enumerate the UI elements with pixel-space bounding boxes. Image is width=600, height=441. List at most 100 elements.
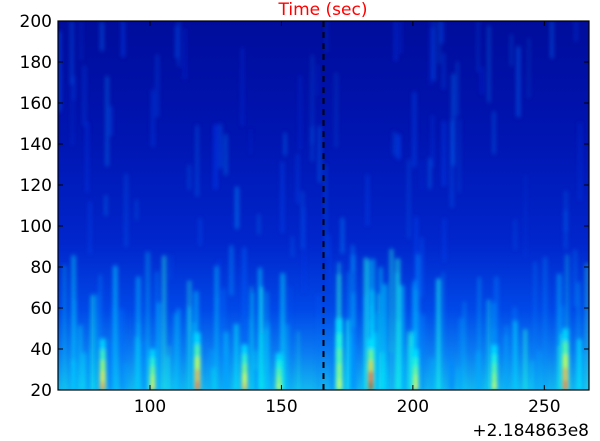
heatmap-hotspot <box>100 371 105 390</box>
heatmap-streak <box>328 234 331 290</box>
heatmap-streak <box>550 21 554 59</box>
heatmap-hotspot <box>563 380 567 390</box>
heatmap-streak <box>105 76 109 167</box>
heatmap-streak <box>400 285 405 390</box>
x-tick-label: 100 <box>134 397 166 417</box>
heatmap-streak <box>430 357 433 390</box>
heatmap-hotspot <box>369 382 373 390</box>
heatmap-streak <box>399 21 402 55</box>
heatmap-streak <box>86 122 89 193</box>
heatmap-streak <box>242 247 246 390</box>
heatmap-hotspot <box>277 384 281 390</box>
heatmap-streak <box>407 159 410 239</box>
heatmap-streak <box>291 236 294 257</box>
heatmap-streak <box>265 322 270 390</box>
heatmap-streak <box>83 65 86 127</box>
heatmap-streak <box>146 356 149 390</box>
heatmap-streak <box>366 174 369 226</box>
heatmap-streak <box>448 349 452 390</box>
heatmap-streak <box>174 313 177 390</box>
heatmap-streak <box>58 31 61 110</box>
heatmap-streak <box>192 322 197 390</box>
heatmap-streak <box>196 125 199 197</box>
heatmap-streak <box>78 325 83 390</box>
heatmap-streak <box>281 161 284 234</box>
heatmap-hotspot <box>150 375 155 390</box>
heatmap-streak <box>412 91 416 168</box>
heatmap-streak <box>574 21 578 42</box>
heatmap-streak <box>176 308 181 390</box>
heatmap-streak <box>415 216 418 290</box>
heatmap-streak <box>317 294 320 390</box>
heatmap-streak <box>576 339 582 390</box>
heatmap-streak <box>157 302 161 390</box>
y-tick-label: 140 <box>20 135 52 155</box>
heatmap-streak <box>381 352 384 390</box>
heatmap-streak <box>524 174 526 258</box>
heatmap-streak <box>504 325 509 390</box>
heatmap-streak <box>458 118 461 193</box>
x-offset-label: +2.184863e8 <box>472 421 589 441</box>
heatmap-streak <box>250 291 254 390</box>
y-tick-label: 20 <box>30 381 52 401</box>
heatmap-streak <box>528 37 530 98</box>
y-tick-label: 120 <box>20 176 52 196</box>
y-tick-label: 80 <box>30 258 52 278</box>
heatmap-hotspot <box>195 381 199 390</box>
heatmap-streak <box>397 134 400 160</box>
heatmap-streak <box>478 277 481 390</box>
heatmap-streak <box>330 339 335 390</box>
heatmap-streak <box>407 331 412 390</box>
x-axis-ticks: 100 150 200 250 <box>134 21 561 417</box>
heatmap-streak <box>565 254 569 390</box>
heatmap-streak <box>513 321 518 390</box>
y-tick-label: 180 <box>20 53 52 73</box>
heatmap-streak <box>577 282 580 390</box>
heatmap-streak <box>488 25 490 103</box>
y-tick-label: 160 <box>20 94 52 114</box>
heatmap-hotspot <box>414 383 418 390</box>
heatmap-streak <box>214 124 218 189</box>
heatmap-streak <box>166 355 170 390</box>
heatmap-streak <box>177 21 180 67</box>
heatmap-streak <box>72 76 75 100</box>
heatmap-streak <box>217 296 220 390</box>
heatmap-streak <box>582 352 585 390</box>
heatmap-streak <box>297 331 300 390</box>
heatmap-streak <box>124 364 128 390</box>
heatmap-streak <box>443 218 446 262</box>
heatmap-streak <box>215 266 218 390</box>
heatmap-streak <box>459 318 463 390</box>
heatmap-streak <box>389 248 394 390</box>
heatmap-streak <box>534 261 537 390</box>
heatmap-streak <box>104 195 107 216</box>
heatmap-streak <box>301 191 304 249</box>
y-tick-label: 100 <box>20 217 52 237</box>
plot-area <box>58 21 589 390</box>
heatmap-streak <box>136 276 141 390</box>
heatmap-streak <box>235 186 239 229</box>
heatmap-streak <box>80 21 82 61</box>
heatmap-streak <box>187 280 192 390</box>
heatmap-streak <box>433 21 436 82</box>
heatmap-hotspot <box>563 367 568 390</box>
chart-title: Time (sec) <box>278 0 368 20</box>
heatmap-streak <box>234 323 239 390</box>
heatmap-hotspot <box>368 371 373 390</box>
heatmap-streak <box>494 276 499 390</box>
heatmap-streak <box>557 345 560 390</box>
heatmap-streak <box>284 132 287 156</box>
heatmap-streak <box>428 158 431 189</box>
x-tick-label: 150 <box>265 397 297 417</box>
heatmap-streak <box>431 115 434 168</box>
heatmap-streak <box>126 341 129 390</box>
heatmap-streak <box>557 273 562 390</box>
heatmap-streak <box>523 329 527 390</box>
heatmap-streak <box>451 73 455 166</box>
heatmap-streak <box>421 160 423 190</box>
heatmap-streak <box>436 278 441 390</box>
heatmap-streak <box>257 214 260 235</box>
heatmap-streak <box>124 173 128 247</box>
heatmap-streak <box>476 351 481 390</box>
